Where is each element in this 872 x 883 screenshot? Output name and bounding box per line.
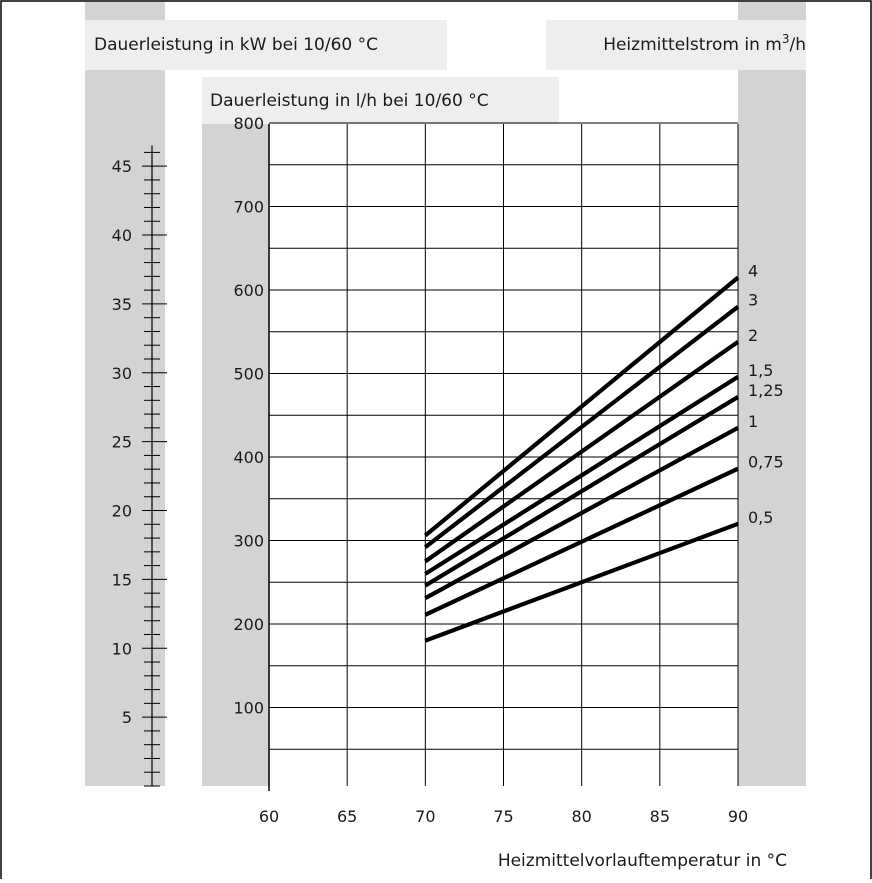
x-tick-label: 65 [337,807,357,826]
kw-tick-label: 20 [112,502,132,521]
x-tick-label: 80 [571,807,591,826]
series-line [424,425,740,600]
x-tick-label: 70 [415,807,435,826]
series-line [424,305,740,549]
flow-label-band [738,2,806,786]
kw-tick-label: 15 [112,570,132,589]
kw-tick-label: 25 [112,433,132,452]
series-line [424,340,740,564]
kw-header-box [85,20,447,70]
x-tick-label: 90 [728,807,748,826]
series-label: 1,25 [748,381,784,400]
series-label: 0,5 [748,508,773,527]
x-tick-label: 75 [493,807,513,826]
x-tick-label: 60 [259,807,279,826]
lh-tick-label: 100 [233,699,264,718]
lh-axis: 100 200 300 400 500 600 700 800 [233,114,270,791]
grid [268,122,739,786]
kw-tick-label: 35 [112,295,132,314]
x-tick-label: 85 [650,807,670,826]
lh-tick-label: 200 [233,615,264,634]
lh-axis-band [202,77,269,786]
series-line [423,275,740,538]
kw-tick-label: 30 [112,364,132,383]
series-labels: 4 3 2 1,51,25 1 0,75 0,5 [748,261,784,526]
kw-tick-label: 5 [122,708,132,727]
kw-axis-band [85,2,165,786]
lh-tick-label: 500 [233,365,264,384]
lh-tick-label: 400 [233,448,264,467]
series-label: 2 [748,326,758,345]
lh-tick-label: 700 [233,198,264,217]
series-line [424,395,740,588]
x-axis: 60 65 70 75 80 85 90 [259,807,748,826]
kw-tick-label: 45 [112,157,132,176]
kw-tick-label: 10 [112,639,132,658]
series-line [424,375,740,576]
series-label: 1,5 [748,361,773,380]
series-line [424,466,739,617]
series-label: 3 [748,291,758,310]
lh-tick-label: 300 [233,532,264,551]
lh-tick-label: 800 [233,114,264,133]
series-line [424,521,739,643]
kw-axis: 5 10 15 20 25 30 35 40 45 [112,145,167,787]
lh-tick-label: 600 [233,281,264,300]
series-label: 1 [748,412,758,431]
lh-axis-title: Dauerleistung in l/h bei 10/60 °C [210,91,489,111]
series-label: 0,75 [748,453,784,472]
series-label: 4 [748,261,758,280]
flow-axis-title: Heizmittelstrom in m3/h [603,32,806,55]
kw-tick-label: 40 [112,226,132,245]
flow-header-box [546,20,806,70]
lh-header-box [202,77,559,124]
series-group [423,275,740,643]
kw-axis-title: Dauerleistung in kW bei 10/60 °C [94,35,378,55]
x-axis-title: Heizmittelvorlauftemperatur in °C [498,851,787,871]
